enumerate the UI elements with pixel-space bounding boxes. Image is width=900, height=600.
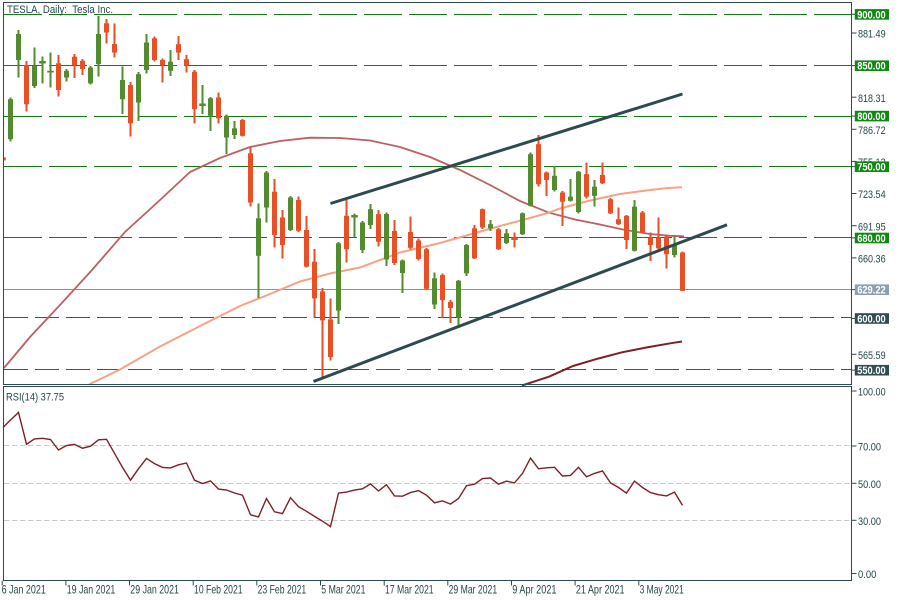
- svg-text:70.00: 70.00: [858, 442, 881, 454]
- svg-text:9 Apr 2021: 9 Apr 2021: [512, 582, 556, 596]
- svg-text:600.00: 600.00: [857, 313, 886, 325]
- svg-text:660.36: 660.36: [858, 254, 886, 266]
- svg-text:100.00: 100.00: [858, 387, 886, 399]
- svg-text:629.22: 629.22: [857, 285, 886, 297]
- svg-text:680.00: 680.00: [857, 233, 886, 245]
- svg-text:565.59: 565.59: [858, 350, 886, 362]
- svg-text:6 Jan 2021: 6 Jan 2021: [2, 582, 46, 596]
- svg-text:29 Jan 2021: 29 Jan 2021: [130, 582, 179, 596]
- svg-text:786.72: 786.72: [858, 125, 886, 137]
- svg-text:900.00: 900.00: [857, 9, 886, 21]
- svg-text:10 Feb 2021: 10 Feb 2021: [194, 582, 243, 596]
- svg-text:0.00: 0.00: [858, 569, 876, 581]
- svg-text:29 Mar 2021: 29 Mar 2021: [449, 582, 498, 596]
- svg-text:723.54: 723.54: [858, 189, 886, 201]
- svg-text:850.00: 850.00: [857, 61, 886, 73]
- svg-text:17 Mar 2021: 17 Mar 2021: [385, 582, 434, 596]
- svg-text:881.49: 881.49: [858, 29, 886, 41]
- svg-text:50.00: 50.00: [858, 479, 881, 491]
- svg-text:23 Feb 2021: 23 Feb 2021: [258, 582, 307, 596]
- svg-text:5 Mar 2021: 5 Mar 2021: [321, 582, 365, 596]
- svg-text:21 Apr 2021: 21 Apr 2021: [576, 582, 625, 596]
- svg-text:550.00: 550.00: [857, 365, 886, 377]
- svg-text:818.31: 818.31: [858, 93, 886, 105]
- svg-text:19 Jan 2021: 19 Jan 2021: [67, 582, 116, 596]
- svg-text:750.00: 750.00: [857, 162, 886, 174]
- svg-text:691.95: 691.95: [858, 221, 886, 233]
- svg-text:TESLA, Daily: Tesla Inc.: TESLA, Daily: Tesla Inc.: [7, 4, 113, 16]
- svg-text:800.00: 800.00: [857, 111, 886, 123]
- svg-text:3 May 2021: 3 May 2021: [640, 582, 684, 596]
- svg-text:RSI(14) 37.75: RSI(14) 37.75: [6, 392, 64, 404]
- svg-text:30.00: 30.00: [858, 516, 881, 528]
